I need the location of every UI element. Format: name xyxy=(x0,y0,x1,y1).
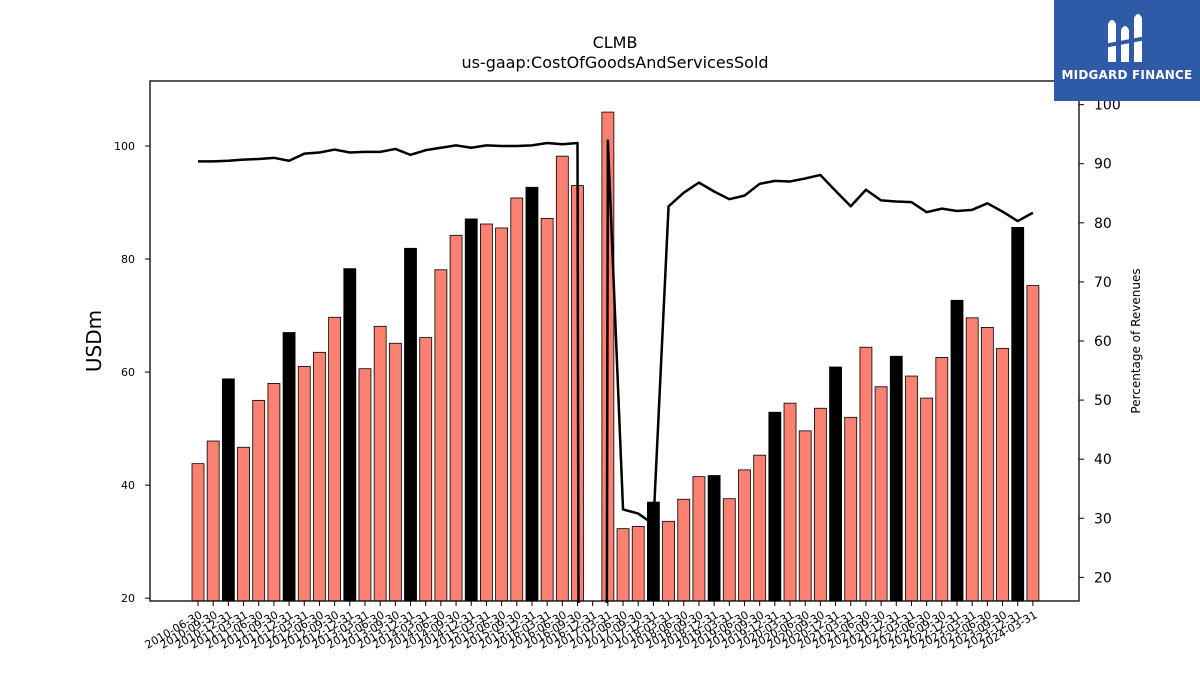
y2-tick-label-50: 50 xyxy=(1094,393,1112,409)
bar-2015-12-31 xyxy=(525,186,539,602)
bar-2010-06-30 xyxy=(191,463,205,602)
bar-2019-03-31 xyxy=(722,498,736,602)
bar-2011-06-30 xyxy=(252,399,266,602)
y-tick-label-100: 100 xyxy=(114,140,135,153)
bar-2023-12-31 xyxy=(1011,226,1025,602)
bar-2018-12-31 xyxy=(707,475,721,602)
bar-2019-12-31 xyxy=(768,411,782,602)
y-tick-label-80: 80 xyxy=(121,253,135,266)
y2-tick-label-40: 40 xyxy=(1094,452,1112,468)
bar-2020-12-31 xyxy=(829,366,842,602)
percentage-line-segment-2 xyxy=(605,139,1034,604)
bar-2024-03-31 xyxy=(1026,285,1040,602)
bar-2019-06-30 xyxy=(738,469,751,602)
bar-2014-06-30 xyxy=(434,269,448,602)
bar-2022-06-30 xyxy=(920,397,934,602)
percentage-line-layer xyxy=(198,139,1034,604)
bar-2016-06-30 xyxy=(555,155,569,602)
y2-tick-label-20: 20 xyxy=(1094,570,1112,586)
y2-tick-label-60: 60 xyxy=(1094,334,1112,350)
x-axis: 2010-06-302010-09-302010-12-312011-03-31… xyxy=(143,601,1039,652)
percentage-line-segment-1 xyxy=(198,141,580,604)
bar-2012-12-31 xyxy=(343,268,357,602)
bar-2012-06-30 xyxy=(313,351,326,602)
bar-2023-09-30 xyxy=(996,347,1009,602)
bar-2018-09-30 xyxy=(692,476,706,602)
y2-tick-label-30: 30 xyxy=(1094,511,1112,527)
bar-2014-09-30 xyxy=(449,234,463,602)
bar-2023-06-30 xyxy=(980,327,994,602)
bar-2012-03-31 xyxy=(297,366,311,602)
midgard-logo-icon xyxy=(1104,14,1146,62)
y-axis-right: 20 30 40 50 60 70 80 90 100 xyxy=(1079,98,1121,586)
bar-2013-09-30 xyxy=(388,342,402,602)
y2-tick-label-90: 90 xyxy=(1094,157,1112,173)
bar-2010-12-31 xyxy=(221,378,235,602)
chart-title: CLMB xyxy=(593,33,638,52)
y2-tick-label-70: 70 xyxy=(1094,275,1112,291)
bar-2013-03-31 xyxy=(358,368,372,602)
bar-2011-12-31 xyxy=(282,332,296,602)
bar-2017-09-30 xyxy=(631,525,645,602)
bar-2022-03-31 xyxy=(905,375,918,602)
bar-2014-03-31 xyxy=(419,337,433,602)
logo-text: MIDGARD FINANCE xyxy=(1061,68,1193,82)
bar-2013-06-30 xyxy=(373,325,387,602)
bar-2013-12-31 xyxy=(404,247,417,602)
bar-2020-09-30 xyxy=(813,407,827,602)
bar-2011-09-30 xyxy=(267,382,281,602)
y-axis-left: 20 40 60 80 100 xyxy=(114,140,150,605)
brand-logo: MIDGARD FINANCE xyxy=(1054,0,1200,101)
bar-2021-06-30 xyxy=(859,346,873,602)
y2-tick-label-100: 100 xyxy=(1094,98,1121,114)
bar-2021-03-31 xyxy=(844,416,858,602)
bar-2022-09-30 xyxy=(935,356,949,602)
bar-2016-03-31 xyxy=(540,217,554,602)
bar-2023-03-31 xyxy=(965,317,979,602)
bar-2019-09-30 xyxy=(753,454,767,602)
bar-2015-06-30 xyxy=(495,227,509,602)
y-tick-label-20: 20 xyxy=(121,592,135,605)
y2-tick-label-80: 80 xyxy=(1094,216,1112,232)
bar-2012-09-30 xyxy=(328,316,342,602)
bar-2014-12-31 xyxy=(464,218,478,602)
y-tick-label-60: 60 xyxy=(121,366,135,379)
bar-2015-03-31 xyxy=(480,223,493,602)
y-tick-label-40: 40 xyxy=(121,479,135,492)
y-axis-label: USDm xyxy=(82,310,106,372)
chart-subtitle: us-gaap:CostOfGoodsAndServicesSold xyxy=(461,53,768,72)
bar-2011-03-31 xyxy=(237,446,250,602)
bar-2018-03-31 xyxy=(662,520,675,602)
bar-2020-03-31 xyxy=(783,402,797,602)
bar-2017-06-30 xyxy=(616,528,630,602)
bar-2022-12-31 xyxy=(950,299,964,602)
bar-2010-09-30 xyxy=(206,440,220,602)
bars-layer xyxy=(191,111,1040,602)
bar-2020-06-30 xyxy=(798,430,812,602)
bar-2018-06-30 xyxy=(677,498,691,602)
y2-axis-label: Percentage of Revenues xyxy=(1129,268,1143,413)
bar-2021-09-30 xyxy=(874,386,888,602)
bar-2021-12-31 xyxy=(889,355,903,602)
bar-2015-09-30 xyxy=(510,197,524,602)
